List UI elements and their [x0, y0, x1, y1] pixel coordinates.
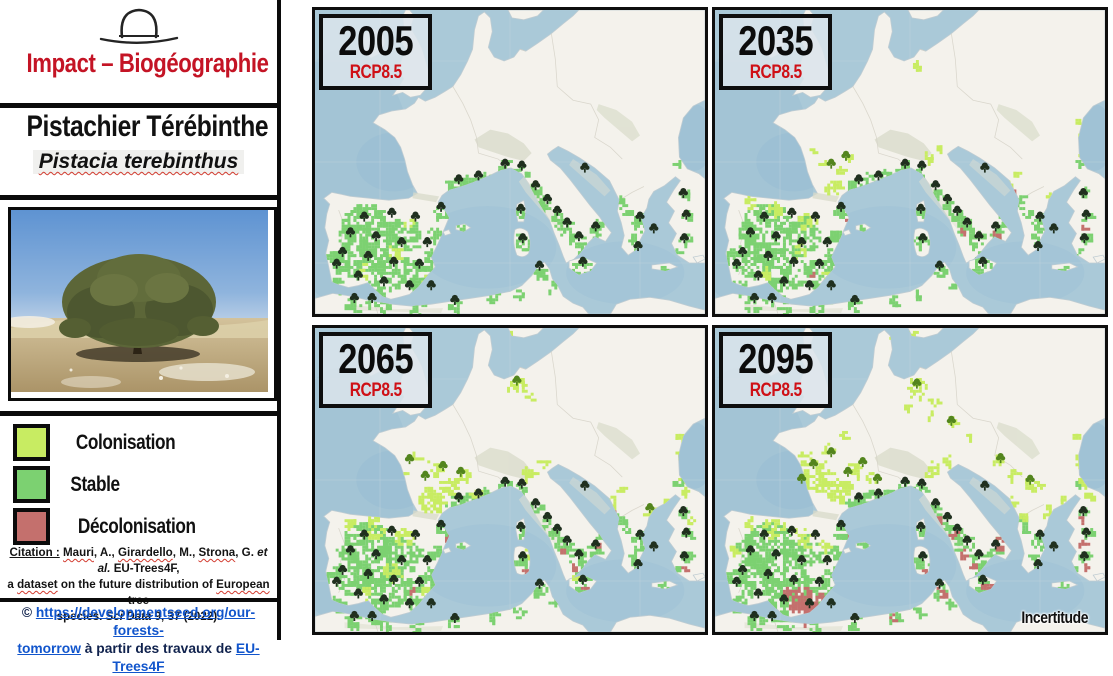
legend-item-stable: Stable [13, 466, 125, 503]
divider [0, 411, 277, 416]
panel-scenario: RCP8.5 [730, 63, 821, 82]
panel-label-2035: 2035 RCP8.5 [719, 14, 832, 90]
species-latin-wrap: Pistacia terebinthus [0, 150, 277, 174]
text-segment: a [7, 578, 17, 591]
legend-label: Colonisation [76, 431, 175, 455]
panel-year: 2065 [330, 337, 421, 381]
map-panel-2095: 2095 RCP8.5 Incertitude [712, 325, 1108, 635]
text-segment: European [216, 578, 269, 591]
panel-label-2095: 2095 RCP8.5 [719, 332, 832, 408]
text-segment: , G. [235, 546, 257, 559]
category-title: Impact – Biogéographie [0, 48, 277, 79]
map-panel-2035: 2035 RCP8.5 [712, 7, 1108, 317]
legend-label: Stable [70, 473, 119, 497]
hat-icon [0, 2, 277, 51]
text-segment: dataset [17, 578, 58, 591]
category-title-text: Impact – Biogéographie [27, 48, 269, 79]
text-segment: on the future distribution of [58, 578, 216, 591]
divider [0, 195, 277, 200]
species-common-name: Pistachier Térébinthe [0, 110, 277, 144]
text-segment: Girardello [118, 546, 173, 559]
legend-label: Décolonisation [78, 515, 196, 539]
panel-year: 2005 [330, 19, 421, 63]
panel-year: 2095 [730, 337, 821, 381]
credit-link[interactable]: tomorrow [17, 641, 81, 656]
text-segment: , M., [173, 546, 199, 559]
divider [0, 103, 277, 108]
panel-scenario: RCP8.5 [330, 63, 421, 82]
legend-swatch [13, 466, 50, 503]
text-segment: Strona [199, 546, 236, 559]
text-segment: Mauri [63, 546, 94, 559]
legend-item-colonisation: Colonisation [13, 424, 186, 461]
map-panel-2065: 2065 RCP8.5 [312, 325, 708, 635]
map-panel-2005: 2005 RCP8.5 [312, 7, 708, 317]
text-segment: Citation : [10, 546, 60, 559]
panel-year: 2035 [730, 19, 821, 63]
legend-swatch [13, 424, 50, 461]
species-latin-name: Pistacia terebinthus [33, 150, 245, 174]
panel-scenario: RCP8.5 [730, 381, 821, 400]
divider [0, 598, 277, 602]
legend-swatch [13, 508, 50, 545]
uncertainty-label: Incertitude [1014, 608, 1095, 628]
credit-link[interactable]: https://developmentseed.org/our-forests- [36, 605, 255, 638]
legend-item-décolonisation: Décolonisation [13, 508, 209, 545]
infographic-page: { "sidebar": { "category": "Impact – Bio… [0, 0, 1113, 640]
panel-label-2005: 2005 RCP8.5 [319, 14, 432, 90]
sidebar-right-border [277, 0, 281, 640]
panel-scenario: RCP8.5 [330, 381, 421, 400]
species-photo [8, 207, 277, 401]
text-segment: à partir des travaux de [81, 641, 236, 656]
footer-credit: © https://developmentseed.org/our-forest… [2, 604, 275, 676]
text-segment: , A., [94, 546, 118, 559]
panel-label-2065: 2065 RCP8.5 [319, 332, 432, 408]
text-segment: © [22, 605, 36, 620]
sidebar: Impact – Biogéographie Pistachier Térébi… [0, 0, 277, 640]
text-segment: EU-Trees4F, [110, 562, 179, 575]
